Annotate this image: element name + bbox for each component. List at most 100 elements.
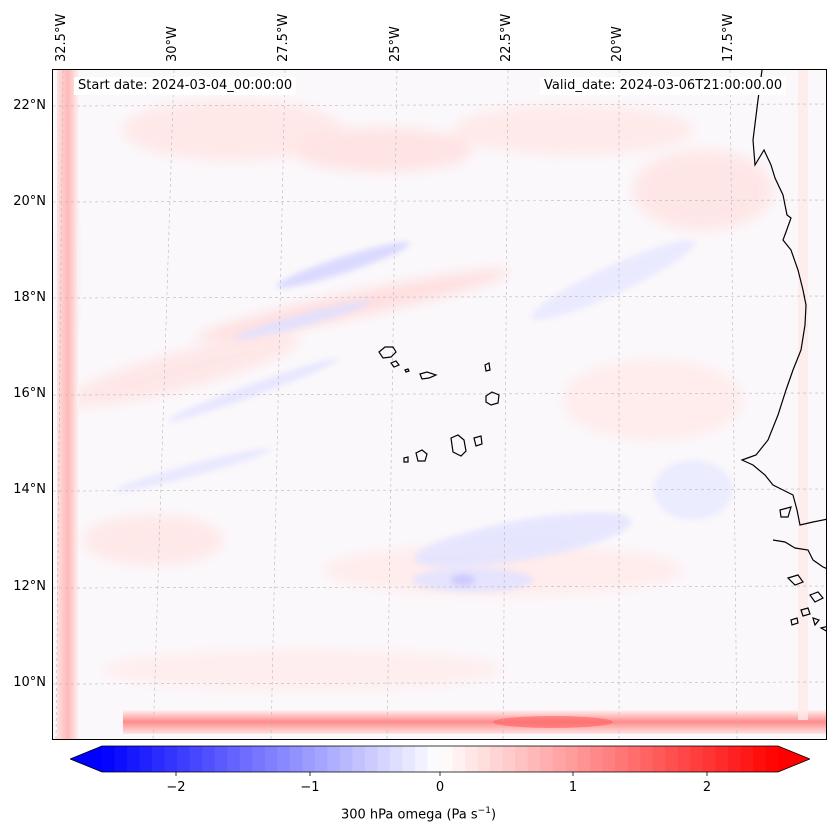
graticule	[53, 70, 826, 739]
colorbar-segment	[364, 746, 379, 772]
colorbar-segment	[402, 746, 416, 772]
colorbar-tick-1: 1	[568, 780, 578, 795]
colorbar-segment	[565, 746, 579, 772]
island-santa-luzia	[404, 368, 410, 373]
colorbar-segment	[515, 746, 529, 772]
colorbar-segment	[727, 746, 742, 772]
map-panel	[52, 69, 827, 740]
bottom-boundary-band	[123, 710, 826, 734]
colorbar-segment	[615, 746, 629, 772]
colorbar-segment	[440, 746, 454, 772]
colorbar-segment	[677, 746, 691, 772]
left-boundary-band	[57, 70, 79, 739]
lon-label-27-5w: 27.5°W	[276, 13, 291, 62]
colorbar-segment	[715, 746, 729, 772]
colorbar-segment	[139, 746, 153, 772]
right-boundary-band	[798, 70, 808, 720]
lon-label-32-5w: 32.5°W	[54, 13, 69, 62]
lon-label-25w: 25°W	[388, 26, 403, 62]
positive-omega-patches	[66, 100, 773, 690]
colorbar-segment	[640, 746, 654, 772]
colorbar-tick-minus2: −2	[166, 780, 186, 795]
island-santo-antao	[378, 346, 397, 359]
lat-label-10n: 10°N	[13, 675, 46, 690]
colorbar-segment	[264, 746, 278, 772]
colorbar-segment	[152, 746, 166, 772]
colorbar-segment	[752, 746, 767, 772]
colorbar-segment	[540, 746, 554, 772]
lat-label-12n: 12°N	[13, 579, 46, 594]
colorbar-segment	[314, 746, 328, 772]
guinea-bissau-coast	[772, 539, 826, 569]
colorbar-segment	[127, 746, 141, 772]
island-brava	[403, 456, 409, 463]
colorbar-segment	[389, 746, 404, 772]
senegal-gambia-coast	[779, 506, 792, 518]
colorbar-segment	[427, 746, 441, 772]
lon-label-30w: 30°W	[165, 26, 180, 62]
colorbar-segment	[552, 746, 566, 772]
colorbar-label-exponent: −1	[477, 806, 491, 816]
colorbar-segment	[590, 746, 604, 772]
colorbar-segment	[377, 746, 391, 772]
colorbar-segment	[339, 746, 353, 772]
colorbar-segment	[602, 746, 616, 772]
colorbar-tick-marks	[175, 772, 708, 776]
african-coastline	[740, 70, 826, 632]
colorbar-segment	[665, 746, 679, 772]
colorbar-segment	[177, 746, 191, 772]
colorbar-label: 300 hPa omega (Pa s−1)	[0, 806, 837, 822]
omega-field-map	[53, 70, 826, 739]
colorbar-segment	[289, 746, 303, 772]
colorbar-segment	[327, 746, 341, 772]
colorbar-segment	[502, 746, 516, 772]
colorbar-segment	[239, 746, 253, 772]
colorbar-segment	[452, 746, 466, 772]
cape-verde-islands	[378, 346, 500, 463]
colorbar-tick-0: 0	[435, 780, 445, 795]
lat-label-16n: 16°N	[13, 386, 46, 401]
colorbar-segment	[414, 746, 429, 772]
island-maio	[473, 435, 483, 447]
colorbar-segment	[202, 746, 216, 772]
island-fogo	[415, 449, 428, 462]
colorbar	[70, 745, 810, 776]
lat-label-22n: 22°N	[13, 98, 46, 113]
colorbar-segment	[652, 746, 666, 772]
colorbar-segment	[577, 746, 591, 772]
island-santiago	[450, 434, 467, 457]
bottom-boundary-peak	[493, 716, 613, 728]
guinea-islands	[786, 574, 826, 632]
colorbar-tick-minus1: −1	[300, 780, 320, 795]
colorbar-segment	[702, 746, 717, 772]
colorbar-segment	[252, 746, 266, 772]
colorbar-segments	[70, 746, 810, 772]
lon-label-17-5w: 17.5°W	[721, 13, 736, 62]
lat-label-14n: 14°N	[13, 482, 46, 497]
colorbar-extend-high	[778, 746, 810, 772]
colorbar-segment	[277, 746, 291, 772]
start-date-label: Start date: 2024-03-04_00:00:00	[74, 77, 297, 95]
colorbar-label-text: 300 hPa omega (Pa s	[340, 807, 478, 823]
colorbar-segment	[214, 746, 228, 772]
colorbar-segment	[227, 746, 241, 772]
bijagos-islands-south	[812, 617, 821, 627]
colorbar-segment	[477, 746, 491, 772]
island-sal	[484, 362, 491, 372]
colorbar-segment	[189, 746, 203, 772]
colorbar-segment	[114, 746, 128, 772]
colorbar-extend-low	[70, 746, 102, 772]
colorbar-segment	[627, 746, 641, 772]
lon-label-22-5w: 22.5°W	[499, 13, 514, 62]
island-sao-nicolau	[419, 371, 438, 380]
lon-label-20w: 20°W	[610, 26, 625, 62]
bijagos-archipelago	[790, 607, 811, 626]
island-boa-vista	[485, 391, 500, 406]
colorbar-segment	[302, 746, 316, 772]
colorbar-segment	[164, 746, 178, 772]
colorbar-label-close: )	[490, 807, 497, 823]
colorbar-segment	[740, 746, 754, 772]
colorbar-segment	[352, 746, 366, 772]
colorbar-segment	[490, 746, 504, 772]
colorbar-segment	[690, 746, 704, 772]
